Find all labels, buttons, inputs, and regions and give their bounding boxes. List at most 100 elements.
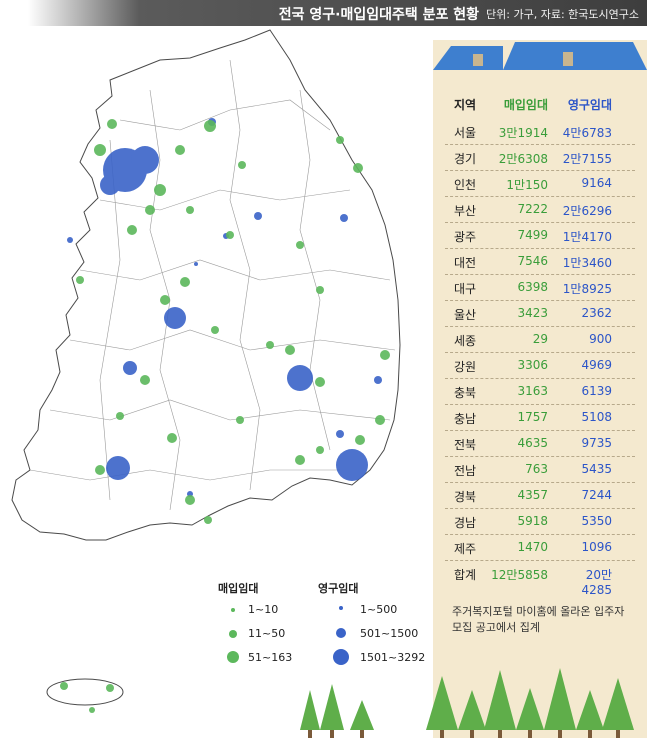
legend-yeonggu-large-dot — [333, 649, 349, 665]
green-dot — [355, 435, 365, 445]
table-yeonggu-cell: 2362 — [581, 306, 612, 320]
green-dot — [89, 707, 95, 713]
green-dot — [204, 516, 212, 524]
green-dot — [107, 119, 117, 129]
blue-dot — [374, 376, 382, 384]
blue-dot — [336, 449, 368, 481]
table-maeip-cell: 4635 — [517, 436, 548, 450]
table-row-divider — [445, 300, 635, 301]
table-maeip-cell: 1757 — [517, 410, 548, 424]
table-row-divider — [445, 456, 635, 457]
table-region-cell: 전북 — [453, 438, 477, 452]
green-dot — [316, 286, 324, 294]
green-dot — [211, 326, 219, 334]
table-row-divider — [445, 222, 635, 223]
map-outline — [11, 29, 401, 706]
green-dot — [266, 341, 274, 349]
legend-yeonggu-small-label: 1~500 — [360, 603, 398, 616]
legend-maeip-large-dot — [227, 651, 239, 663]
blue-dot — [340, 214, 348, 222]
blue-dots — [67, 118, 382, 497]
table-row-divider — [445, 196, 635, 197]
table-region-cell: 제주 — [453, 542, 477, 556]
blue-dot — [100, 175, 120, 195]
table-yeonggu-cell: 5435 — [581, 462, 612, 476]
table-maeip-cell: 3163 — [517, 384, 548, 398]
green-dot — [76, 276, 84, 284]
table-region-cell: 세종 — [453, 334, 477, 348]
data-panel — [433, 40, 647, 738]
table-row-divider — [445, 404, 635, 405]
table-maeip-cell: 7222 — [517, 202, 548, 216]
table-row-divider — [445, 430, 635, 431]
table-region-cell: 충남 — [453, 412, 477, 426]
green-dot — [145, 205, 155, 215]
header-region: 지역 — [453, 98, 477, 112]
table-row-divider — [445, 378, 635, 379]
table-maeip-cell: 1만150 — [506, 178, 548, 192]
table-row-divider — [445, 274, 635, 275]
table-maeip-cell: 3306 — [517, 358, 548, 372]
table-maeip-cell: 3423 — [517, 306, 548, 320]
green-dot — [175, 145, 185, 155]
table-row-divider — [445, 534, 635, 535]
blue-dot — [123, 361, 137, 375]
table-yeonggu-cell: 4969 — [581, 358, 612, 372]
green-dot — [315, 377, 325, 387]
jeju-outline — [46, 678, 124, 706]
table-yeonggu-cell: 1만3460 — [562, 256, 612, 270]
green-dot — [316, 446, 324, 454]
table-yeonggu-cell: 7244 — [581, 488, 612, 502]
table-row-divider — [445, 326, 635, 327]
legend-maeip-large-label: 51~163 — [248, 651, 293, 664]
footnote: 주거복지포털 마이홈에 올라온 입주자모집 공고에서 집계 — [452, 605, 625, 634]
green-dot — [167, 433, 177, 443]
green-dot — [375, 415, 385, 425]
green-dot — [186, 206, 194, 214]
table-maeip-cell: 4357 — [517, 488, 548, 502]
green-dot — [296, 241, 304, 249]
table-row-divider — [445, 170, 635, 171]
table-yeonggu-cell: 4만6783 — [562, 126, 612, 140]
blue-dot — [287, 365, 313, 391]
table-yeonggu-cell: 5108 — [581, 410, 612, 424]
green-dot — [380, 350, 390, 360]
district-lines — [29, 59, 396, 511]
green-dot — [116, 412, 124, 420]
table-yeonggu-cell: 1만4170 — [562, 230, 612, 244]
table-maeip-cell: 1470 — [517, 540, 548, 554]
green-dot — [160, 295, 170, 305]
green-dot — [140, 375, 150, 385]
blue-dot — [254, 212, 262, 220]
table-yeonggu-cell: 5350 — [581, 514, 612, 528]
green-dot — [295, 455, 305, 465]
table-region-cell: 강원 — [453, 360, 477, 374]
green-dot — [285, 345, 295, 355]
table-region-cell: 경남 — [453, 516, 477, 530]
green-dot — [204, 120, 216, 132]
table-region-cell: 경기 — [453, 152, 477, 166]
legend-maeip-medium-label: 11~50 — [248, 627, 286, 640]
korea-map — [11, 29, 401, 713]
table-yeonggu-cell: 1096 — [581, 540, 612, 554]
table-row-divider — [445, 144, 635, 145]
table-yeonggu-cell: 2만7155 — [562, 152, 612, 166]
table-region-cell: 광주 — [453, 230, 477, 244]
table-yeonggu-cell: 6139 — [581, 384, 612, 398]
table-yeonggu-cell: 900 — [589, 332, 612, 346]
table-region-cell: 합계 — [453, 568, 477, 582]
blue-dot — [106, 456, 130, 480]
table-yeonggu-cell: 9164 — [581, 176, 612, 190]
legend-yeonggu-medium-dot — [336, 628, 346, 638]
green-dot — [336, 136, 344, 144]
unit-source-text: 단위: 가구, 자료: 한국도시연구소 — [486, 8, 639, 21]
legend-maeip-medium-dot — [229, 630, 237, 638]
green-dot — [236, 416, 244, 424]
table-maeip-cell: 29 — [532, 332, 548, 346]
header-yeonggu: 영구임대 — [567, 98, 612, 112]
legend-maeip-title: 매입임대 — [218, 582, 259, 595]
green-dot — [106, 684, 114, 692]
table-region-cell: 대전 — [453, 256, 477, 270]
legend-yeonggu-small-dot — [339, 606, 343, 610]
legend-yeonggu-large-label: 1501~3292 — [360, 651, 426, 664]
